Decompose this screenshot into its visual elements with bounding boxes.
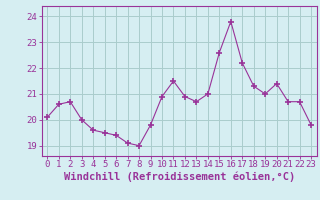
X-axis label: Windchill (Refroidissement éolien,°C): Windchill (Refroidissement éolien,°C) bbox=[64, 172, 295, 182]
